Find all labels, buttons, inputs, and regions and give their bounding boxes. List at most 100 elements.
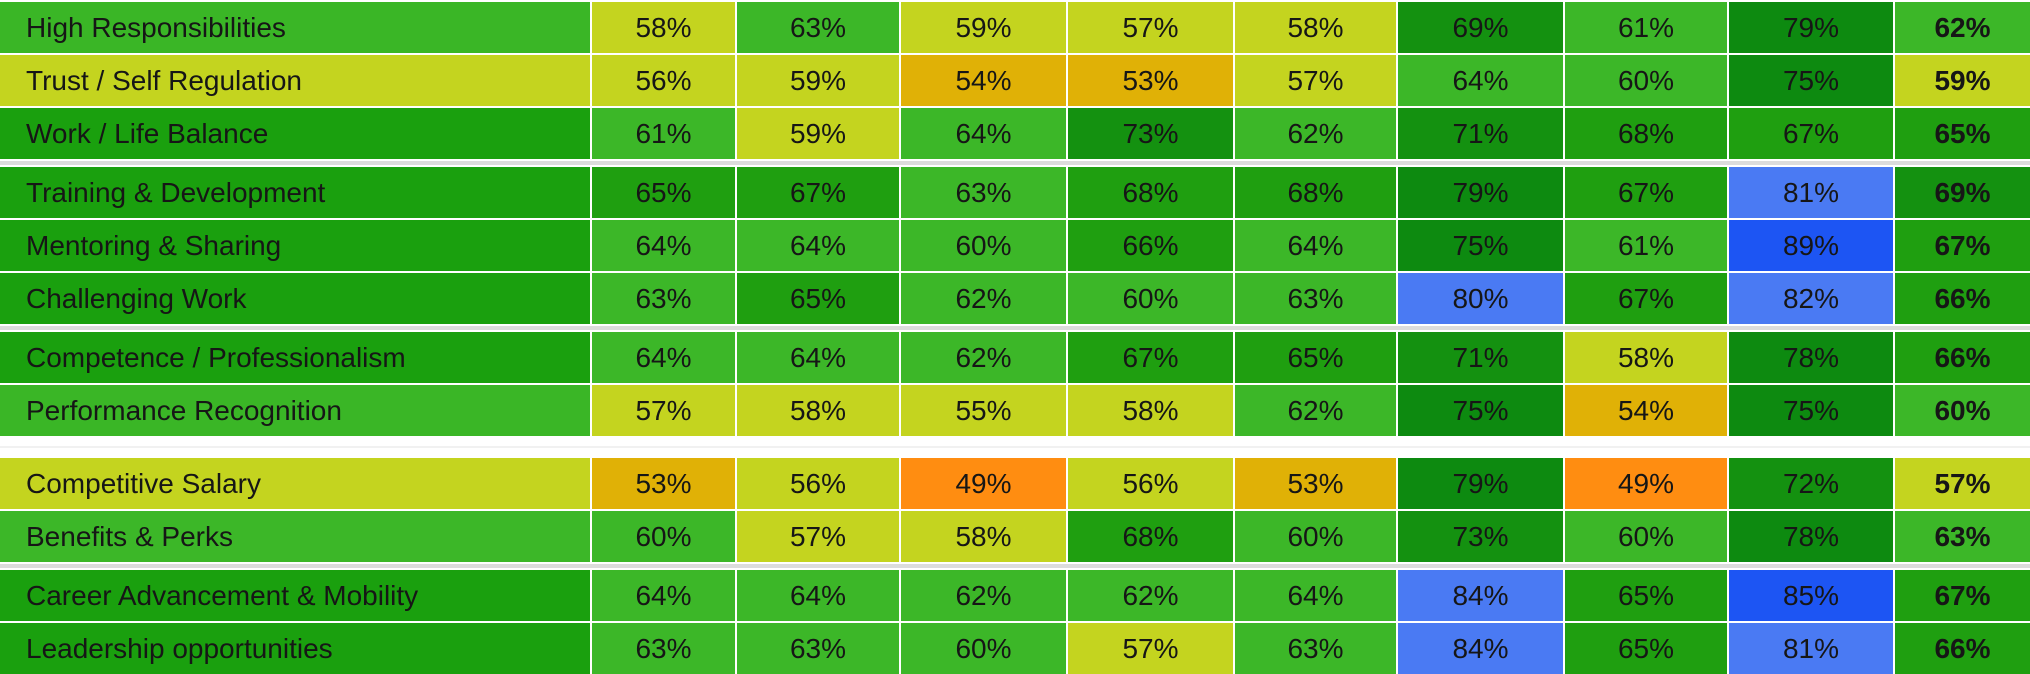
row-separator: [0, 509, 2030, 511]
value-cell: 57%: [737, 511, 901, 562]
value-cell: 63%: [737, 2, 901, 53]
value-cell: 79%: [1398, 167, 1565, 218]
value-cell: 60%: [592, 511, 737, 562]
value-cell: 59%: [737, 108, 901, 159]
row-label: Career Advancement & Mobility: [0, 570, 592, 621]
value-cell: 79%: [1729, 2, 1895, 53]
value-cell: 84%: [1398, 570, 1565, 621]
total-cell: 66%: [1895, 273, 2030, 324]
row-label: Competitive Salary: [0, 458, 592, 509]
value-cell: 64%: [592, 332, 737, 383]
value-cell: 68%: [1068, 511, 1235, 562]
value-cell: 58%: [737, 385, 901, 436]
table-row: Trust / Self Regulation 56% 59% 54% 53% 57% 6…: [0, 55, 2030, 106]
total-cell: 69%: [1895, 167, 2030, 218]
value-cell: 65%: [737, 273, 901, 324]
table-row: High Responsibilities 58% 63% 59% 57% 58% 69%…: [0, 2, 2030, 53]
value-cell: 81%: [1729, 167, 1895, 218]
value-cell: 71%: [1398, 108, 1565, 159]
value-cell: 57%: [592, 385, 737, 436]
value-cell: 60%: [1565, 55, 1729, 106]
value-cell: 56%: [1068, 458, 1235, 509]
value-cell: 66%: [1068, 220, 1235, 271]
row-label: Leadership opportunities: [0, 623, 592, 674]
table-row: Challenging Work 63% 65% 62% 60% 63% 80% 67% 82…: [0, 273, 2030, 324]
total-cell: 59%: [1895, 55, 2030, 106]
group-gap: [0, 562, 2030, 570]
value-cell: 62%: [901, 273, 1068, 324]
value-cell: 64%: [737, 570, 901, 621]
value-cell: 55%: [901, 385, 1068, 436]
value-cell: 65%: [1565, 570, 1729, 621]
value-cell: 60%: [1068, 273, 1235, 324]
value-cell: 69%: [1398, 2, 1565, 53]
value-cell: 64%: [1398, 55, 1565, 106]
value-cell: 62%: [1235, 385, 1398, 436]
value-cell: 78%: [1729, 332, 1895, 383]
value-cell: 63%: [592, 623, 737, 674]
row-label: High Responsibilities: [0, 2, 592, 53]
value-cell: 85%: [1729, 570, 1895, 621]
value-cell: 68%: [1565, 108, 1729, 159]
row-label: Trust / Self Regulation: [0, 55, 592, 106]
value-cell: 64%: [737, 332, 901, 383]
value-cell: 59%: [901, 2, 1068, 53]
value-cell: 79%: [1398, 458, 1565, 509]
value-cell: 62%: [901, 570, 1068, 621]
value-cell: 53%: [1235, 458, 1398, 509]
value-cell: 75%: [1398, 220, 1565, 271]
value-cell: 65%: [1235, 332, 1398, 383]
value-cell: 61%: [1565, 2, 1729, 53]
value-cell: 64%: [737, 220, 901, 271]
row-label: Challenging Work: [0, 273, 592, 324]
row-label: Performance Recognition: [0, 385, 592, 436]
value-cell: 56%: [737, 458, 901, 509]
value-cell: 67%: [737, 167, 901, 218]
total-cell: 67%: [1895, 220, 2030, 271]
group-gap: [0, 324, 2030, 332]
value-cell: 63%: [592, 273, 737, 324]
table-row: Training & Development 65% 67% 63% 68% 68% 79…: [0, 167, 2030, 218]
value-cell: 64%: [1235, 220, 1398, 271]
table-row: Performance Recognition 57% 58% 55% 58% 62% 7…: [0, 385, 2030, 436]
row-separator: [0, 218, 2030, 220]
value-cell: 67%: [1068, 332, 1235, 383]
row-label: Training & Development: [0, 167, 592, 218]
value-cell: 49%: [901, 458, 1068, 509]
table-row: Competence / Professionalism 64% 64% 62% 67…: [0, 332, 2030, 383]
value-cell: 65%: [592, 167, 737, 218]
value-cell: 54%: [1565, 385, 1729, 436]
value-cell: 78%: [1729, 511, 1895, 562]
value-cell: 68%: [1068, 167, 1235, 218]
value-cell: 61%: [592, 108, 737, 159]
table-row: Benefits & Perks 60% 57% 58% 68% 60% 73% 60% 78…: [0, 511, 2030, 562]
value-cell: 68%: [1235, 167, 1398, 218]
value-cell: 73%: [1398, 511, 1565, 562]
value-cell: 58%: [1565, 332, 1729, 383]
total-cell: 62%: [1895, 2, 2030, 53]
value-cell: 58%: [592, 2, 737, 53]
value-cell: 65%: [1565, 623, 1729, 674]
value-cell: 62%: [1068, 570, 1235, 621]
value-cell: 57%: [1235, 55, 1398, 106]
value-cell: 71%: [1398, 332, 1565, 383]
total-cell: 66%: [1895, 623, 2030, 674]
row-separator: [0, 53, 2030, 55]
value-cell: 64%: [901, 108, 1068, 159]
total-cell: 57%: [1895, 458, 2030, 509]
value-cell: 53%: [1068, 55, 1235, 106]
value-cell: 82%: [1729, 273, 1895, 324]
value-cell: 64%: [592, 570, 737, 621]
value-cell: 56%: [592, 55, 737, 106]
total-cell: 65%: [1895, 108, 2030, 159]
value-cell: 67%: [1729, 108, 1895, 159]
value-cell: 64%: [1235, 570, 1398, 621]
value-cell: 62%: [901, 332, 1068, 383]
table-row: Competitive Salary 53% 56% 49% 56% 53% 79% 49%…: [0, 458, 2030, 509]
total-cell: 60%: [1895, 385, 2030, 436]
value-cell: 63%: [1235, 623, 1398, 674]
table-row: Leadership opportunities 63% 63% 60% 57% 63%…: [0, 623, 2030, 674]
value-cell: 75%: [1729, 55, 1895, 106]
table-row: Mentoring & Sharing 64% 64% 60% 66% 64% 75% 61…: [0, 220, 2030, 271]
